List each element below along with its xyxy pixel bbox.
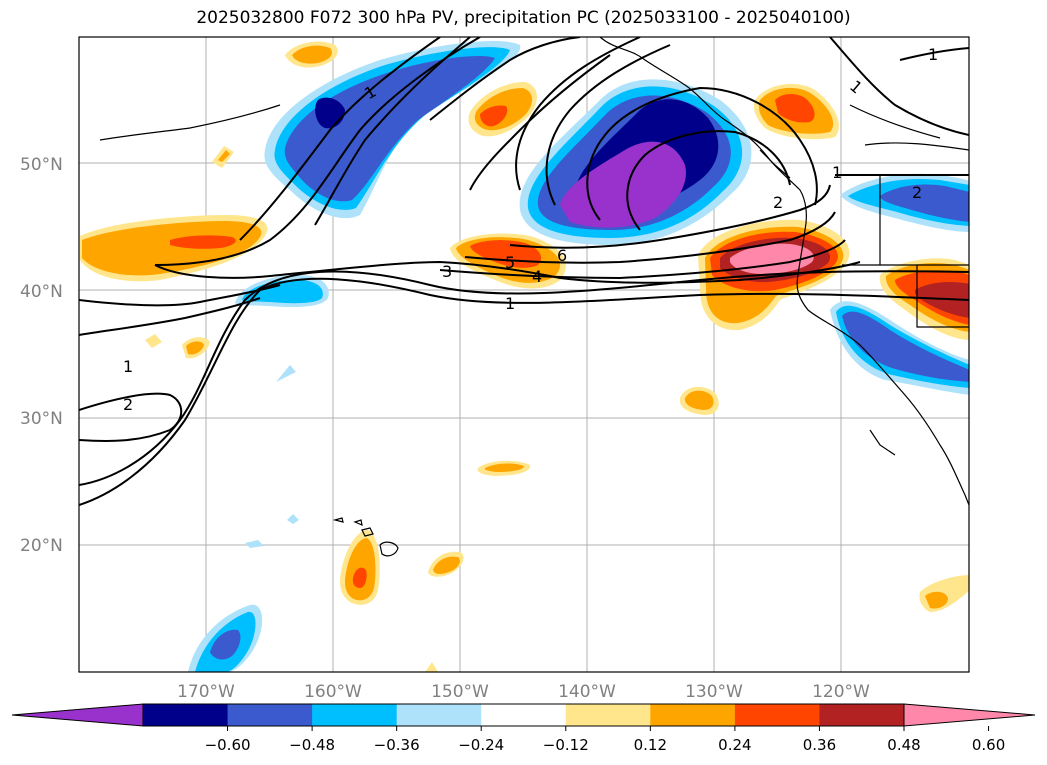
colorbar-segment xyxy=(734,704,820,726)
map-frame xyxy=(78,36,970,673)
colorbar-segment xyxy=(481,704,567,726)
colorbar-segments xyxy=(143,704,905,726)
colorbar-segment xyxy=(565,704,651,726)
colorbar-tick-label: 0.36 xyxy=(803,736,836,754)
colorbar-ticks: −0.60 −0.48 −0.36 −0.24 −0.12 0.12 0.24 0.36 0.4… xyxy=(205,726,1005,754)
lat-label: 40°N xyxy=(20,282,63,302)
contour-label: 2 xyxy=(773,193,783,212)
colorbar-segment xyxy=(227,704,313,726)
colorbar-frame xyxy=(142,703,905,727)
lon-label: 150°W xyxy=(431,682,489,702)
colorbar-extend-right xyxy=(903,703,1036,727)
colorbar-segment xyxy=(143,704,229,726)
lat-label: 30°N xyxy=(20,409,63,429)
map-area: 1 2 3 4 5 6 1 2 1 2 1 1 1 xyxy=(79,37,969,672)
contour-label: 1 xyxy=(832,163,842,182)
contour-label: 2 xyxy=(912,183,922,202)
colorbar-tick-label: 0.24 xyxy=(718,736,751,754)
map-title: 2025032800 F072 300 hPa PV, precipitatio… xyxy=(196,8,851,28)
colorbar-tick-label: 0.48 xyxy=(887,736,920,754)
longitude-labels: 170°W 160°W 150°W 140°W 130°W 120°W xyxy=(177,682,870,702)
contour-label: 3 xyxy=(442,262,452,281)
colorbar-extend-left xyxy=(11,703,144,727)
contour-label: 1 xyxy=(928,45,938,64)
lon-label: 170°W xyxy=(177,682,235,702)
colorbar-tick-label: −0.60 xyxy=(205,736,251,754)
contour-label: 4 xyxy=(532,267,542,286)
contour-label: 1 xyxy=(505,294,515,313)
colorbar-segment xyxy=(312,704,398,726)
negative-anomaly-california xyxy=(188,173,969,672)
colorbar: −0.60 −0.48 −0.36 −0.24 −0.12 0.12 0.24 0.36 0.4… xyxy=(11,703,1036,754)
colorbar-tick-label: 0.60 xyxy=(972,736,1005,754)
colorbar-tick-label: 0.12 xyxy=(634,736,667,754)
colorbar-segment xyxy=(819,704,905,726)
colorbar-tick-label: −0.48 xyxy=(289,736,335,754)
contour-label: 5 xyxy=(505,253,515,272)
pv-contours xyxy=(79,37,969,506)
lat-label: 50°N xyxy=(20,155,63,175)
colorbar-tick-label: −0.12 xyxy=(543,736,589,754)
gridlines xyxy=(79,37,969,672)
lon-label: 130°W xyxy=(685,682,743,702)
lon-label: 120°W xyxy=(812,682,870,702)
negative-anomaly-gulf xyxy=(519,79,752,246)
lon-label: 160°W xyxy=(304,682,362,702)
colorbar-segment xyxy=(396,704,482,726)
hawaii-islands xyxy=(332,517,399,557)
colorbar-tick-label: −0.36 xyxy=(374,736,420,754)
colorbar-tick-label: −0.24 xyxy=(458,736,504,754)
contour-label: 1 xyxy=(123,357,133,376)
lon-label: 140°W xyxy=(558,682,616,702)
contour-label: 6 xyxy=(557,246,567,265)
contour-label: 2 xyxy=(123,395,133,414)
colorbar-segment xyxy=(650,704,736,726)
latitude-labels: 50°N 40°N 30°N 20°N xyxy=(20,155,63,556)
lat-label: 20°N xyxy=(20,536,63,556)
